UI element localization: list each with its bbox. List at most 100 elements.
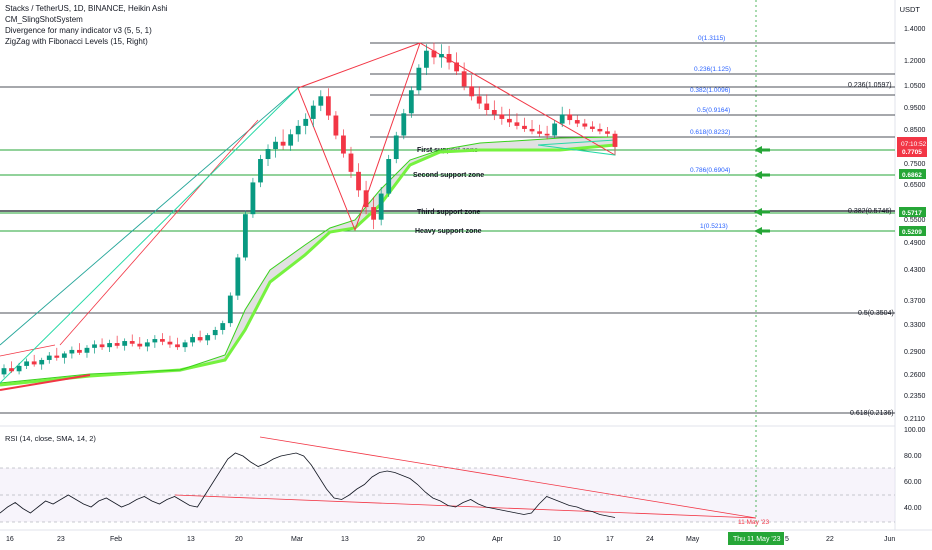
price-tick: 0.5500	[904, 217, 926, 224]
last-price: 0.7705	[902, 149, 922, 156]
rsi-trend-upper	[259, 436, 757, 519]
candle-body	[363, 190, 369, 208]
arrow-left-icon	[754, 227, 770, 235]
arrow-left-icon	[754, 171, 770, 179]
indicator-label[interactable]: ZigZag with Fibonacci Levels (15, Right)	[5, 37, 148, 46]
price-tick: 1.2000	[904, 58, 926, 65]
support-badge	[899, 207, 926, 217]
fib-label: 0.236(1.125)	[694, 66, 731, 73]
candle-body	[205, 335, 211, 341]
candle-body	[529, 128, 535, 132]
time-label: 10	[553, 536, 561, 543]
indicator-label[interactable]: Divergence for many indicator v3 (5, 5, …	[5, 26, 152, 35]
candle-body	[46, 355, 52, 360]
price-tick: 0.4300	[904, 267, 926, 274]
candle-body	[310, 105, 316, 119]
candle-body	[386, 159, 392, 194]
candle-body	[318, 96, 324, 106]
fib-lines	[0, 42, 895, 414]
countdown: 07:10:52	[901, 141, 927, 148]
time-label: 5	[785, 536, 789, 543]
time-label: Mar	[291, 536, 304, 543]
support-lines	[0, 149, 895, 232]
candle-body	[506, 118, 512, 123]
candle-body	[469, 86, 475, 97]
fib-label: 0.618(0.8232)	[690, 129, 730, 136]
candle-body	[537, 131, 542, 134]
price-tick: 0.2600	[904, 372, 926, 379]
candle-body	[137, 343, 143, 347]
candle-body	[348, 153, 354, 172]
candle-body	[499, 114, 505, 119]
zone-arrows	[754, 146, 770, 235]
candle-body	[295, 125, 301, 135]
candle-body	[288, 134, 294, 146]
price-tick: 0.2900	[904, 349, 926, 356]
candle-body	[152, 339, 158, 343]
candle-body	[567, 114, 573, 121]
price-tick: 0.3700	[904, 298, 926, 305]
fib-labels-right: 0.236(1.0597) 0.382(0.5746) 0.5(0.3504) …	[848, 82, 894, 417]
candle-body	[491, 110, 497, 115]
candle-body	[31, 361, 37, 365]
candle-body	[341, 135, 346, 154]
candle-body	[401, 113, 407, 136]
candle-body	[265, 149, 271, 160]
zigzag-leg	[419, 42, 616, 156]
time-label: Feb	[110, 536, 122, 543]
price-tick: 1.4000	[904, 26, 926, 33]
chart-title[interactable]: Stacks / TetherUS, 1D, BINANCE, Heikin A…	[5, 4, 168, 13]
last-price-badge	[897, 137, 927, 157]
fib-label: 1(0.5213)	[700, 223, 728, 230]
candle-body	[280, 141, 286, 146]
rsi-tick: 40.00	[904, 505, 922, 512]
fib-label: 0.618(0.2136)	[850, 410, 894, 417]
candle-body	[273, 141, 278, 150]
candle-body	[182, 342, 188, 348]
candle-body	[212, 329, 218, 336]
arrow-left-icon	[754, 146, 770, 154]
price-axis: 1.4000 1.2000 1.0500 0.9500 0.8500 0.750…	[904, 26, 926, 423]
time-label: 23	[57, 536, 65, 543]
candle-body	[107, 343, 113, 348]
fib-label: 0.382(0.5746)	[848, 208, 892, 215]
candle-body	[54, 355, 60, 358]
candle-body	[589, 126, 595, 129]
time-label: 16	[6, 536, 14, 543]
candle-body	[99, 344, 105, 348]
zigzag-leg	[297, 42, 421, 89]
rsi-title[interactable]: RSI (14, close, SMA, 14, 2)	[5, 434, 96, 443]
candle-body	[24, 361, 30, 366]
time-label: 13	[187, 536, 195, 543]
candle-body	[333, 115, 339, 136]
candle-body	[242, 214, 248, 258]
candle-body	[129, 341, 135, 344]
candle-body	[597, 128, 603, 132]
support-badge-label: 0.6862	[902, 172, 922, 179]
time-highlight-label: Thu 11 May '23	[733, 536, 781, 543]
candle-body	[9, 368, 14, 372]
candle-body	[582, 123, 588, 127]
zone-label-second: Second support zone	[413, 172, 484, 179]
candle-body	[605, 131, 610, 134]
candle-body	[446, 54, 452, 63]
candle-body	[514, 122, 520, 126]
indicator-label[interactable]: CM_SlingShotSystem	[5, 15, 83, 24]
candle-body	[371, 207, 377, 220]
time-label: 22	[826, 536, 834, 543]
candle-body	[461, 71, 467, 87]
time-label: 20	[417, 536, 425, 543]
time-highlight-badge	[728, 532, 784, 545]
candle-body	[39, 359, 45, 365]
candle-body	[416, 67, 422, 91]
trend-line-red-short	[0, 344, 56, 357]
rsi-axis: 100.00 80.00 60.00 40.00	[904, 427, 926, 512]
candle-body	[454, 62, 459, 72]
fib-label: 0.5(0.3504)	[858, 310, 894, 317]
candle-body	[227, 295, 233, 324]
candle-body	[484, 103, 490, 111]
candle-body	[220, 323, 226, 330]
fib-labels-left: 0(1.3115) 0.236(1.125) 0.382(1.0096) 0.5…	[690, 35, 731, 230]
unit-label: USDT	[899, 5, 920, 14]
price-tick: 0.9500	[904, 105, 926, 112]
